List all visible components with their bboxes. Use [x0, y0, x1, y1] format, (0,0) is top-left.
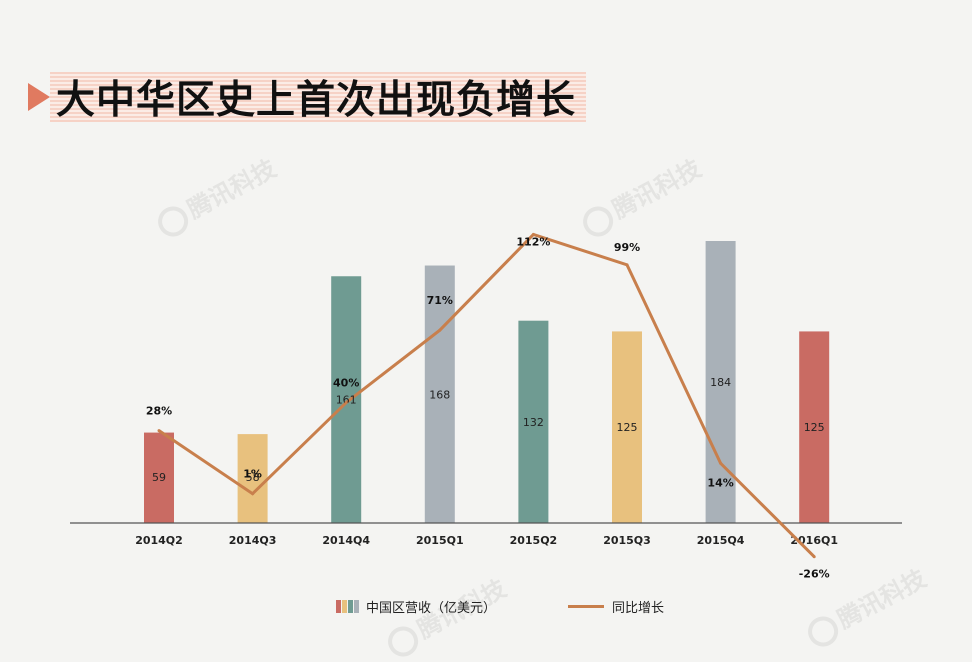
bar [237, 434, 268, 523]
growth-value-label: 1% [243, 468, 262, 481]
legend-swatch [354, 600, 359, 613]
growth-point [251, 492, 255, 496]
bar [331, 276, 362, 523]
growth-value-label: 28% [146, 405, 172, 418]
legend-swatch [348, 600, 353, 613]
growth-value-label: 112% [516, 235, 550, 248]
bar-value-label: 184 [710, 376, 731, 389]
bar-value-label: 161 [336, 394, 357, 407]
bar-value-label: 125 [617, 421, 638, 434]
x-tick-label: 2015Q1 [416, 534, 464, 547]
x-tick-label: 2015Q4 [697, 534, 745, 547]
bar [424, 265, 455, 523]
growth-line [158, 232, 816, 558]
bar-value-label: 59 [152, 471, 166, 484]
x-tick-label: 2014Q4 [322, 534, 370, 547]
bar [144, 432, 174, 523]
bar [705, 241, 736, 523]
growth-point [344, 401, 348, 405]
legend-line-swatch [568, 605, 605, 608]
legend: 中国区营收（亿美元） 同比增长 [336, 597, 664, 616]
growth-point [812, 555, 816, 559]
x-tick-label: 2015Q3 [603, 534, 651, 547]
bar-value-label: 168 [429, 388, 450, 401]
bar [799, 331, 830, 523]
bar-value-label: 132 [523, 416, 544, 429]
title-box: 大中华区史上首次出现负增长 [50, 72, 587, 123]
x-tick-label: 2014Q3 [229, 534, 277, 547]
x-tick-label: 2015Q2 [510, 534, 558, 547]
legend-swatch [342, 600, 347, 613]
bar-value-label: 125 [804, 421, 825, 434]
x-tick-label: 2014Q2 [135, 534, 183, 547]
growth-value-label: -26% [799, 568, 830, 581]
legend-bars-label: 中国区营收（亿美元） [366, 601, 497, 616]
growth-point [157, 429, 161, 433]
legend-line-label: 同比增长 [612, 601, 665, 616]
bar [612, 331, 642, 523]
title-banner: 大中华区史上首次出现负增长 [28, 70, 587, 124]
growth-value-label: 14% [707, 476, 733, 489]
bar-value-label: 58 [246, 471, 260, 484]
growth-point [625, 263, 629, 267]
growth-point [531, 232, 535, 236]
page-title: 大中华区史上首次出现负增长 [56, 78, 577, 123]
growth-point [719, 461, 723, 465]
growth-value-label: 71% [427, 294, 453, 307]
growth-value-label: 40% [333, 377, 359, 390]
title-arrow-icon [28, 83, 50, 111]
bar [518, 320, 549, 523]
growth-point [438, 328, 442, 332]
growth-value-label: 99% [614, 241, 640, 254]
legend-swatch [336, 600, 341, 613]
